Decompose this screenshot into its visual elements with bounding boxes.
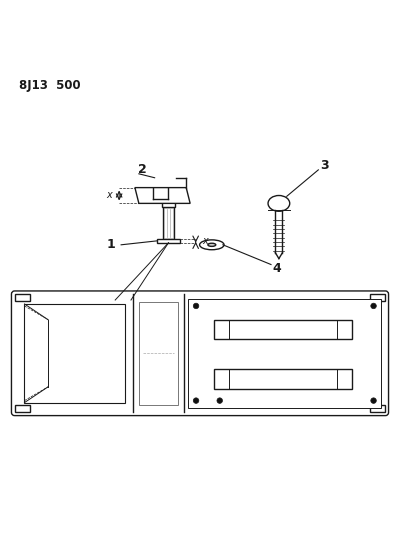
Text: 3: 3 — [320, 159, 328, 172]
FancyBboxPatch shape — [15, 294, 30, 301]
Ellipse shape — [208, 243, 216, 246]
Ellipse shape — [268, 196, 290, 211]
FancyBboxPatch shape — [370, 405, 385, 413]
FancyBboxPatch shape — [214, 369, 352, 389]
FancyBboxPatch shape — [15, 405, 30, 413]
Text: 4: 4 — [272, 262, 281, 275]
FancyBboxPatch shape — [157, 239, 180, 243]
Circle shape — [193, 303, 199, 309]
FancyBboxPatch shape — [162, 201, 175, 207]
FancyBboxPatch shape — [24, 304, 125, 402]
Text: x: x — [106, 190, 112, 200]
Circle shape — [217, 398, 222, 403]
Circle shape — [282, 327, 288, 333]
Text: 2: 2 — [138, 163, 147, 176]
Circle shape — [371, 398, 376, 403]
FancyBboxPatch shape — [214, 320, 352, 340]
Circle shape — [282, 372, 288, 378]
Text: 1: 1 — [107, 238, 116, 251]
FancyBboxPatch shape — [162, 207, 174, 239]
FancyBboxPatch shape — [12, 291, 388, 416]
Circle shape — [193, 398, 199, 403]
Text: 8J13  500: 8J13 500 — [18, 79, 80, 92]
Circle shape — [371, 303, 376, 309]
Text: x: x — [203, 236, 208, 246]
Ellipse shape — [200, 240, 224, 250]
FancyBboxPatch shape — [188, 299, 382, 408]
Polygon shape — [135, 188, 190, 204]
FancyBboxPatch shape — [370, 294, 385, 301]
FancyBboxPatch shape — [139, 302, 178, 405]
